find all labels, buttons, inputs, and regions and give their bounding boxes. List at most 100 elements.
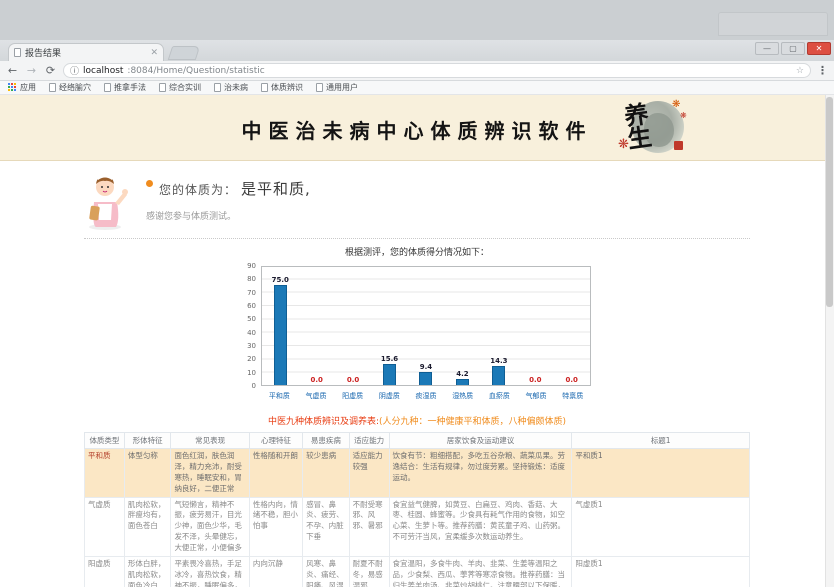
table-header-cell: 居家饮食及运动建议 (388, 432, 573, 449)
bar-value-label: 0.0 (346, 376, 360, 384)
page-icon (261, 83, 268, 92)
table-cell: 较少患病 (302, 448, 350, 498)
x-tick-label: 湿热质 (452, 392, 474, 400)
table-body: 平和质 体型匀称 面色红润，肤色润泽，精力充沛，耐受寒热，睡眠安和，胃纳良好，二便正… (84, 448, 750, 587)
bookmark-item[interactable]: 治未病 (214, 82, 248, 93)
browser-tab[interactable]: 报告结果 ✕ (8, 43, 164, 61)
table-header-cell: 体质类型 (84, 432, 125, 449)
stone-decoration (644, 113, 674, 147)
site-info-icon[interactable]: ⓘ (70, 67, 80, 77)
constitution-label: 您的体质为： (159, 183, 238, 197)
table-cell: 内向沉静 (248, 555, 304, 587)
bookmark-label: 体质辨识 (271, 83, 303, 92)
tab-close-icon[interactable]: ✕ (150, 47, 158, 58)
table-row: 气虚质 肌肉松软，胖瘦均有，面色苍白 气短懒言，精神不振，疲劳易汗，目光少神，面色少… (84, 496, 750, 557)
chart-bar (383, 364, 397, 385)
bookmark-item[interactable]: 推拿手法 (104, 82, 146, 93)
y-tick-label: 80 (247, 275, 256, 284)
table-cell: 感冒、鼻炎、疲劳、不孕、内脏下垂 (302, 496, 350, 557)
table-cell: 适应能力较强 (348, 448, 390, 498)
x-tick-label: 痰湿质 (415, 392, 437, 400)
page-icon (214, 83, 221, 92)
y-tick-label: 10 (247, 368, 256, 377)
y-tick-label: 30 (247, 342, 256, 350)
tab-title: 报告结果 (25, 49, 62, 59)
app-title: 中医治未病中心体质辨识软件 (241, 119, 593, 143)
url-host: localhost (83, 65, 124, 76)
bookmark-label: 应用 (20, 83, 36, 92)
chart-plot-area: 75.0 0.0 0.0 15.6 9.4 4.2 14.3 0.0 0.0 (261, 266, 591, 386)
table-cell: 阳虚质 (84, 555, 125, 587)
table-cell: 气虚质 (84, 496, 125, 557)
close-button[interactable]: ✕ (807, 42, 831, 55)
bookmark-item[interactable]: 体质辨识 (261, 82, 303, 93)
apps-grid-icon (8, 83, 16, 91)
x-tick-label: 气郁质 (525, 392, 547, 400)
chart-bar (492, 365, 506, 385)
chart-y-axis: 0 10 20 30 40 50 60 70 80 90 (241, 262, 259, 390)
y-tick-label: 90 (247, 262, 256, 270)
dotted-separator (84, 238, 750, 239)
table-cell: 饮食有节：粗细搭配，多吃五谷杂粮、蔬菜瓜果。劳逸结合：生活有规律，勿过度劳累。坚… (388, 448, 573, 498)
table-row: 阳虚质 形体白胖，肌肉松软，面色冷白 平素畏冷喜热，手足冰冷，喜热饮食，精神不振，睡… (84, 555, 750, 587)
y-tick-label: 20 (247, 355, 256, 364)
table-header-row: 体质类型 形体特征 常见表现 心理特征 易患疾病 适应能力 居家饮食及运动建议 标题1 (84, 432, 750, 449)
bookmark-item[interactable]: 综合实训 (159, 82, 201, 93)
red-seal-decoration (674, 141, 683, 150)
chart-x-axis-labels: 平和质 气虚质 阳虚质 阴虚质 痰湿质 湿热质 血瘀质 气郁质 特禀质 (261, 388, 591, 402)
tab-strip: 报告结果 ✕ — ▢ ✕ (0, 40, 834, 61)
chart-bar (419, 372, 433, 385)
bookmark-label: 综合实训 (169, 83, 201, 92)
chart-bar-slot: 15.6 (371, 267, 407, 385)
maple-leaf-icon: ❋ (672, 99, 681, 110)
browser-toolbar: ← → ⟳ ⓘ localhost :8084/Home/Question/st… (0, 61, 834, 81)
greeting-section: 您的体质为： 是平和质, 感谢您参与体质测试。 (84, 170, 750, 230)
page-icon (49, 83, 56, 92)
table-header-cell: 形体特征 (123, 432, 172, 449)
table-cell: 不耐受寒邪、风邪、暑邪 (348, 496, 390, 557)
forward-icon[interactable]: → (26, 64, 37, 77)
bookmark-item[interactable]: 通用用户 (316, 82, 358, 93)
refresh-icon[interactable]: ⟳ (45, 64, 56, 77)
table-header-cell: 适应能力 (348, 432, 390, 449)
bar-value-label: 75.0 (271, 276, 289, 284)
browser-window: 报告结果 ✕ — ▢ ✕ ← → ⟳ ⓘ localhost :8084/Hom… (0, 40, 834, 587)
table-cell: 风寒、鼻炎、痛经、阳痿、风湿关节炎、宫寒不孕 (302, 555, 350, 587)
scrollbar[interactable] (825, 95, 834, 587)
chart-bar-slot: 75.0 (262, 267, 298, 385)
bookmark-label: 经络腧穴 (59, 83, 91, 92)
new-tab-button[interactable] (167, 46, 201, 60)
table-header-cell: 心理特征 (248, 432, 304, 449)
thanks-text: 感谢您参与体质测试。 (146, 212, 237, 222)
back-icon[interactable]: ← (7, 64, 18, 77)
bar-value-label: 0.0 (565, 376, 578, 384)
y-tick-label: 50 (247, 315, 256, 324)
scrollbar-thumb[interactable] (826, 97, 833, 307)
bookmark-item[interactable]: 应用 (8, 82, 36, 93)
bookmark-star-icon[interactable]: ☆ (795, 65, 804, 76)
bookmark-item[interactable]: 经络腧穴 (49, 82, 91, 93)
greeting-text: 您的体质为： 是平和质, 感谢您参与体质测试。 (146, 170, 311, 230)
table-cell: 平和质1 (571, 448, 750, 498)
address-bar[interactable]: ⓘ localhost :8084/Home/Question/statisti… (63, 63, 811, 78)
maximize-button[interactable]: ▢ (781, 42, 805, 55)
table-header-cell: 标题1 (571, 432, 750, 449)
table-cell: 耐夏不耐冬，易感湿邪 (348, 555, 390, 587)
table-cell: 形体白胖，肌肉松软，面色冷白 (123, 555, 172, 587)
constitution-value: 是平和质, (241, 180, 311, 198)
minimize-button[interactable]: — (755, 42, 779, 55)
browser-menu-icon[interactable]: ⋮ (817, 64, 828, 77)
table-header-cell: 易患疾病 (302, 432, 350, 449)
bookmarks-bar: 应用 经络腧穴 推拿手法 综合实训 治未病 体质辨识 通用用户 (0, 81, 834, 95)
chart-bar-slot: 14.3 (481, 267, 517, 385)
chart-bar-slot: 9.4 (408, 267, 444, 385)
table-cell: 肌肉松软，胖瘦均有，面色苍白 (123, 496, 172, 557)
main-content: 您的体质为： 是平和质, 感谢您参与体质测试。 根据测评，您的体质得分情况如下：… (84, 170, 750, 587)
bookmark-label: 通用用户 (326, 83, 358, 92)
bookmark-label: 治未病 (224, 83, 248, 92)
table-cell: 性格随和开朗 (248, 448, 304, 498)
y-tick-label: 60 (247, 302, 256, 310)
bar-value-label: 15.6 (380, 355, 399, 364)
maple-leaf-icon: ❋ (618, 137, 629, 152)
